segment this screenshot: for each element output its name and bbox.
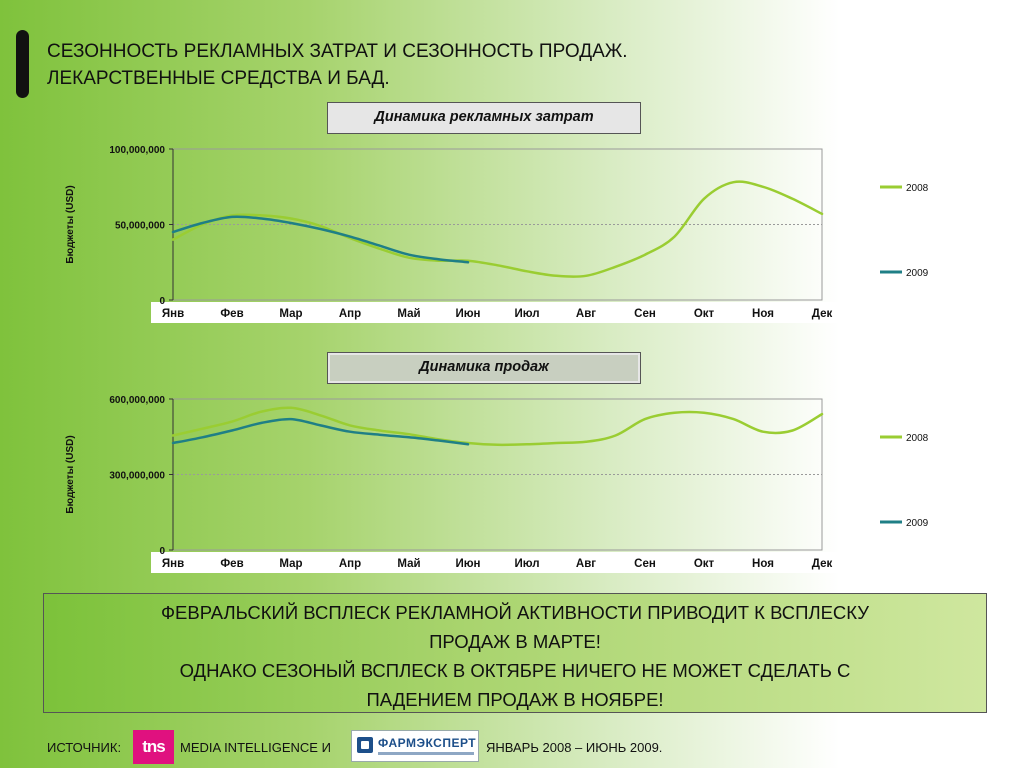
sales-x-tick-label: Окт [694, 558, 715, 570]
pharmexpert-mark-icon [357, 737, 373, 753]
conclusion-box: ФЕВРАЛЬСКИЙ ВСПЛЕСК РЕКЛАМНОЙ АКТИВНОСТИ… [43, 593, 987, 713]
chart-1-title: Динамика рекламных затрат [327, 102, 641, 134]
ads-x-tick-label: Май [397, 308, 420, 320]
ads-line-2009 [171, 215, 470, 264]
sales-x-tick-label: Авг [576, 558, 596, 570]
sales-x-tick-label: Янв [162, 558, 184, 570]
ads-x-tick-label: Дек [812, 308, 833, 320]
chart-2-title: Динамика продаж [327, 352, 641, 384]
sales-x-tick-label: Апр [339, 558, 361, 570]
ads-x-tick-label: Ноя [752, 308, 774, 320]
footer-middle: MEDIA INTELLIGENCE И [180, 740, 331, 755]
sales-legend-label-2009: 2009 [906, 518, 929, 529]
slide-title: СЕЗОННОСТЬ РЕКЛАМНЫХ ЗАТРАТ И СЕЗОННОСТЬ… [47, 38, 947, 92]
note-line-1: ФЕВРАЛЬСКИЙ ВСПЛЕСК РЕКЛАМНОЙ АКТИВНОСТИ… [160, 602, 870, 623]
sales-legend-label-2008: 2008 [906, 433, 929, 444]
ads-x-tick-label: Янв [162, 308, 184, 320]
sales-y-tick-label: 300,000,000 [109, 471, 165, 482]
ads-legend-label-2009: 2009 [906, 268, 929, 279]
sales-y-tick-label: 0 [159, 546, 165, 557]
ads-x-tick-label: Апр [339, 308, 361, 320]
ads-x-tick-label: Окт [694, 308, 715, 320]
ads-y-axis-title: Бюджеты (USD) [65, 185, 76, 263]
ads-legend-label-2008: 2008 [906, 183, 929, 194]
sales-x-tick-label: Дек [812, 558, 833, 570]
chart-1-tick-strip [151, 302, 892, 323]
ads-x-tick-label: Фев [220, 308, 243, 320]
pharmexpert-logo: ФАРМЭКСПЕРТ [351, 730, 479, 762]
chart-2-tick-strip [151, 552, 892, 573]
sales-x-tick-label: Мар [279, 558, 302, 570]
note-line-4: ПАДЕНИЕМ ПРОДАЖ В НОЯБРЕ! [366, 689, 664, 710]
note-line-3: ОДНАКО СЕЗОНЫЙ ВСПЛЕСК В ОКТЯБРЕ НИЧЕГО … [179, 660, 851, 681]
sales-y-tick-label: 600,000,000 [109, 395, 165, 406]
ads-y-tick-label: 0 [159, 296, 165, 307]
ads-x-tick-label: Авг [576, 308, 596, 320]
note-line-2: ПРОДАЖ В МАРТЕ! [429, 631, 601, 652]
source-label: ИСТОЧНИК: [47, 740, 122, 755]
footer-period: ЯНВАРЬ 2008 – ИЮНЬ 2009. [486, 740, 662, 755]
title-line-2: ЛЕКАРСТВЕННЫЕ СРЕДСТВА И БАД. [47, 68, 390, 89]
sales-line-2009 [171, 417, 470, 446]
source-period: ЯНВАРЬ 2008 – ИЮНЬ 2009. [486, 740, 663, 755]
sales-x-tick-label: Июн [455, 558, 480, 570]
accent-bar [16, 30, 29, 98]
ads-y-tick-label: 50,000,000 [115, 221, 165, 232]
ads-x-tick-label: Сен [634, 308, 656, 320]
sales-x-tick-label: Фев [220, 558, 243, 570]
ads-x-tick-label: Мар [279, 308, 302, 320]
sales-x-tick-label: Ноя [752, 558, 774, 570]
ads-x-tick-label: Июл [514, 308, 539, 320]
pharmexpert-wordmark: ФАРМЭКСПЕРТ [378, 736, 477, 750]
source-middle-text: MEDIA INTELLIGENCE И [180, 740, 331, 755]
ads-line-2008 [171, 180, 824, 278]
ads-y-tick-label: 100,000,000 [109, 145, 165, 156]
sales-x-tick-label: Май [397, 558, 420, 570]
ads-x-tick-label: Июн [455, 308, 480, 320]
sales-x-tick-label: Июл [514, 558, 539, 570]
sales-y-axis-title: Бюджеты (USD) [65, 435, 76, 513]
title-line-1: СЕЗОННОСТЬ РЕКЛАМНЫХ ЗАТРАТ И СЕЗОННОСТЬ… [47, 41, 628, 62]
footer-source: ИСТОЧНИК: [47, 740, 121, 755]
sales-line-2008 [171, 406, 824, 447]
tns-logo: tns [133, 730, 174, 764]
sales-x-tick-label: Сен [634, 558, 656, 570]
pharmexpert-tagline [378, 752, 474, 755]
